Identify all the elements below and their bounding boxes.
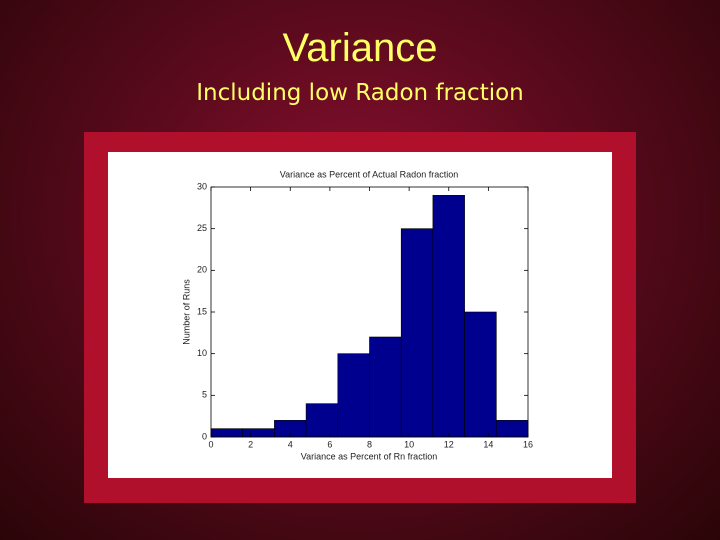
bar	[464, 311, 497, 438]
x-tick-label: 8	[367, 439, 372, 449]
x-tick-label: 10	[404, 439, 414, 449]
x-tick-label: 0	[208, 439, 213, 449]
x-tick-label: 14	[483, 439, 493, 449]
y-tick-label: 15	[197, 306, 207, 316]
y-axis-label: Number of Runs	[181, 279, 191, 345]
y-tick-label: 25	[197, 223, 207, 233]
x-tick-label: 4	[288, 439, 293, 449]
bar	[400, 228, 434, 438]
x-tick-label: 12	[444, 439, 454, 449]
bar	[305, 403, 339, 438]
slide-title: Variance	[282, 26, 438, 70]
bar	[210, 428, 244, 438]
y-tick-label: 0	[202, 431, 207, 441]
y-tick-label: 30	[197, 181, 207, 191]
bar	[495, 420, 529, 438]
y-tick-label: 5	[202, 390, 207, 400]
y-tick-label: 10	[197, 348, 207, 358]
bar	[337, 353, 370, 438]
x-tick-label: 2	[248, 439, 253, 449]
bar	[432, 195, 465, 438]
x-axis-label: Variance as Percent of Rn fraction	[301, 451, 437, 461]
chart-title: Variance as Percent of Actual Radon frac…	[280, 169, 458, 179]
y-tick-label: 20	[197, 265, 207, 275]
bar	[242, 428, 275, 438]
bar	[369, 336, 402, 438]
slide-subtitle: Including low Radon fraction	[196, 80, 524, 106]
x-tick-label: 6	[327, 439, 332, 449]
x-tick-label: 16	[523, 439, 533, 449]
